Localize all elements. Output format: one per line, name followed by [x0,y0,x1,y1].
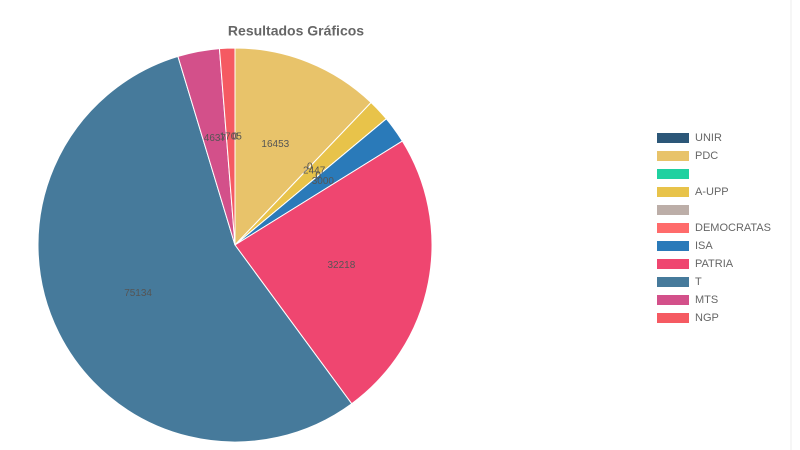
slice-value-label: 32218 [327,260,355,271]
legend-label: A-UPP [695,186,729,198]
pie-slice [218,47,236,246]
slice-value-label: 0 [315,170,321,181]
slice-value-label: 4637 [204,133,227,144]
legend-swatch [657,313,689,323]
legend-swatch [657,295,689,305]
legend-swatch [657,169,689,179]
legend-label: DEMOCRATAS [695,222,771,234]
pie-slice [37,55,353,443]
slice-value-label: 1705 [220,131,243,142]
slice-value-label: 16453 [261,139,289,150]
legend-label: MTS [695,294,718,306]
slice-value-label: 0 [232,131,238,142]
legend-swatch [657,241,689,251]
legend-swatch [657,187,689,197]
legend-swatch [657,277,689,287]
legend-label: T [695,276,702,288]
legend-swatch [657,259,689,269]
legend-label: UNIR [695,132,722,144]
slice-value-label: 75134 [124,288,152,299]
legend-swatch [657,133,689,143]
slice-value-label: 0 [315,170,321,181]
chart-title: Resultados Gráficos [228,23,364,39]
legend-label: ISA [695,240,713,252]
legend-swatch [657,151,689,161]
pie-slice [234,47,372,247]
pie-slice [234,140,433,405]
slice-value-label: 0 [307,161,313,172]
legend-swatch [657,205,689,215]
legend-label: PDC [695,150,718,162]
legend-swatch [657,223,689,233]
legend-label: NGP [695,312,719,324]
slice-value-label: 2447 [303,166,326,177]
legend-label: PATRIA [695,258,734,270]
slice-value-label: 3000 [312,176,335,187]
